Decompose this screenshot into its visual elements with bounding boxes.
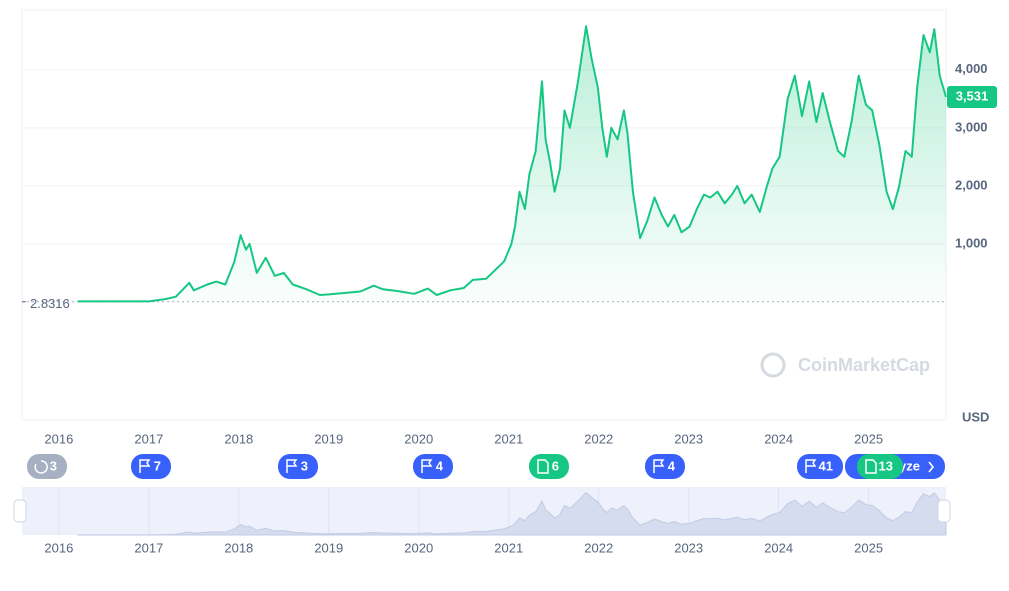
y-tick-label: 4,000 (955, 61, 988, 76)
event-icon (34, 460, 48, 474)
navigator-tick-label: 2019 (314, 540, 343, 555)
last-price-label: 3,531 (956, 88, 989, 103)
event-count: 4 (436, 458, 444, 473)
x-tick-label: 2023 (674, 431, 703, 446)
y-tick-label: 1,000 (955, 235, 988, 250)
event-count: 7 (154, 458, 161, 473)
x-tick-label: 2018 (224, 431, 253, 446)
navigator-tick-label: 2020 (404, 540, 433, 555)
price-area (77, 26, 947, 302)
event-count: 41 (819, 458, 833, 473)
x-tick-label: 2016 (44, 431, 73, 446)
x-tick-label: 2025 (854, 431, 883, 446)
y-tick-label: 3,000 (955, 119, 988, 134)
y-tick-label: 2,000 (955, 177, 988, 192)
event-badge[interactable] (413, 454, 453, 479)
navigator-tick-label: 2025 (854, 540, 883, 555)
event-badge[interactable] (529, 454, 569, 479)
navigator-tick-label: 2023 (674, 540, 703, 555)
event-badge[interactable] (645, 454, 685, 479)
navigator-tick-label: 2021 (494, 540, 523, 555)
event-icon (286, 459, 298, 473)
event-badge[interactable] (131, 454, 171, 479)
event-count: 4 (668, 458, 676, 473)
navigator-handle[interactable] (937, 499, 951, 523)
navigator-handle[interactable] (13, 499, 27, 523)
navigator-area (77, 491, 947, 536)
last-price-badge (947, 86, 997, 109)
x-tick-label: 2021 (494, 431, 523, 446)
x-tick-label: 2024 (764, 431, 793, 446)
event-icon (421, 459, 433, 473)
event-icon (139, 459, 151, 473)
navigator-tick-label: 2022 (584, 540, 613, 555)
watermark-logo (760, 352, 786, 378)
price-line (77, 25, 947, 303)
x-tick-label: 2017 (134, 431, 163, 446)
x-tick-label: 2020 (404, 431, 433, 446)
event-count: 6 (552, 458, 559, 473)
event-icon (805, 459, 817, 473)
x-tick-label: 2022 (584, 431, 613, 446)
start-price-label: 2.8316 (30, 296, 70, 311)
event-count: 3 (301, 458, 308, 473)
event-count: 3 (50, 458, 57, 473)
watermark: CoinMarketCap (798, 355, 930, 375)
event-icon (537, 459, 549, 474)
navigator-tick-label: 2018 (224, 540, 253, 555)
navigator-tick-label: 2024 (764, 540, 793, 555)
navigator-tick-label: 2016 (44, 540, 73, 555)
event-icon (865, 459, 877, 474)
event-icon (653, 459, 665, 473)
analyze-arrow (928, 461, 935, 473)
event-badge[interactable] (278, 454, 318, 479)
y-unit: USD (962, 409, 989, 424)
navigator-tick-label: 2017 (134, 540, 163, 555)
event-count: 13 (879, 458, 893, 473)
x-tick-label: 2019 (314, 431, 343, 446)
